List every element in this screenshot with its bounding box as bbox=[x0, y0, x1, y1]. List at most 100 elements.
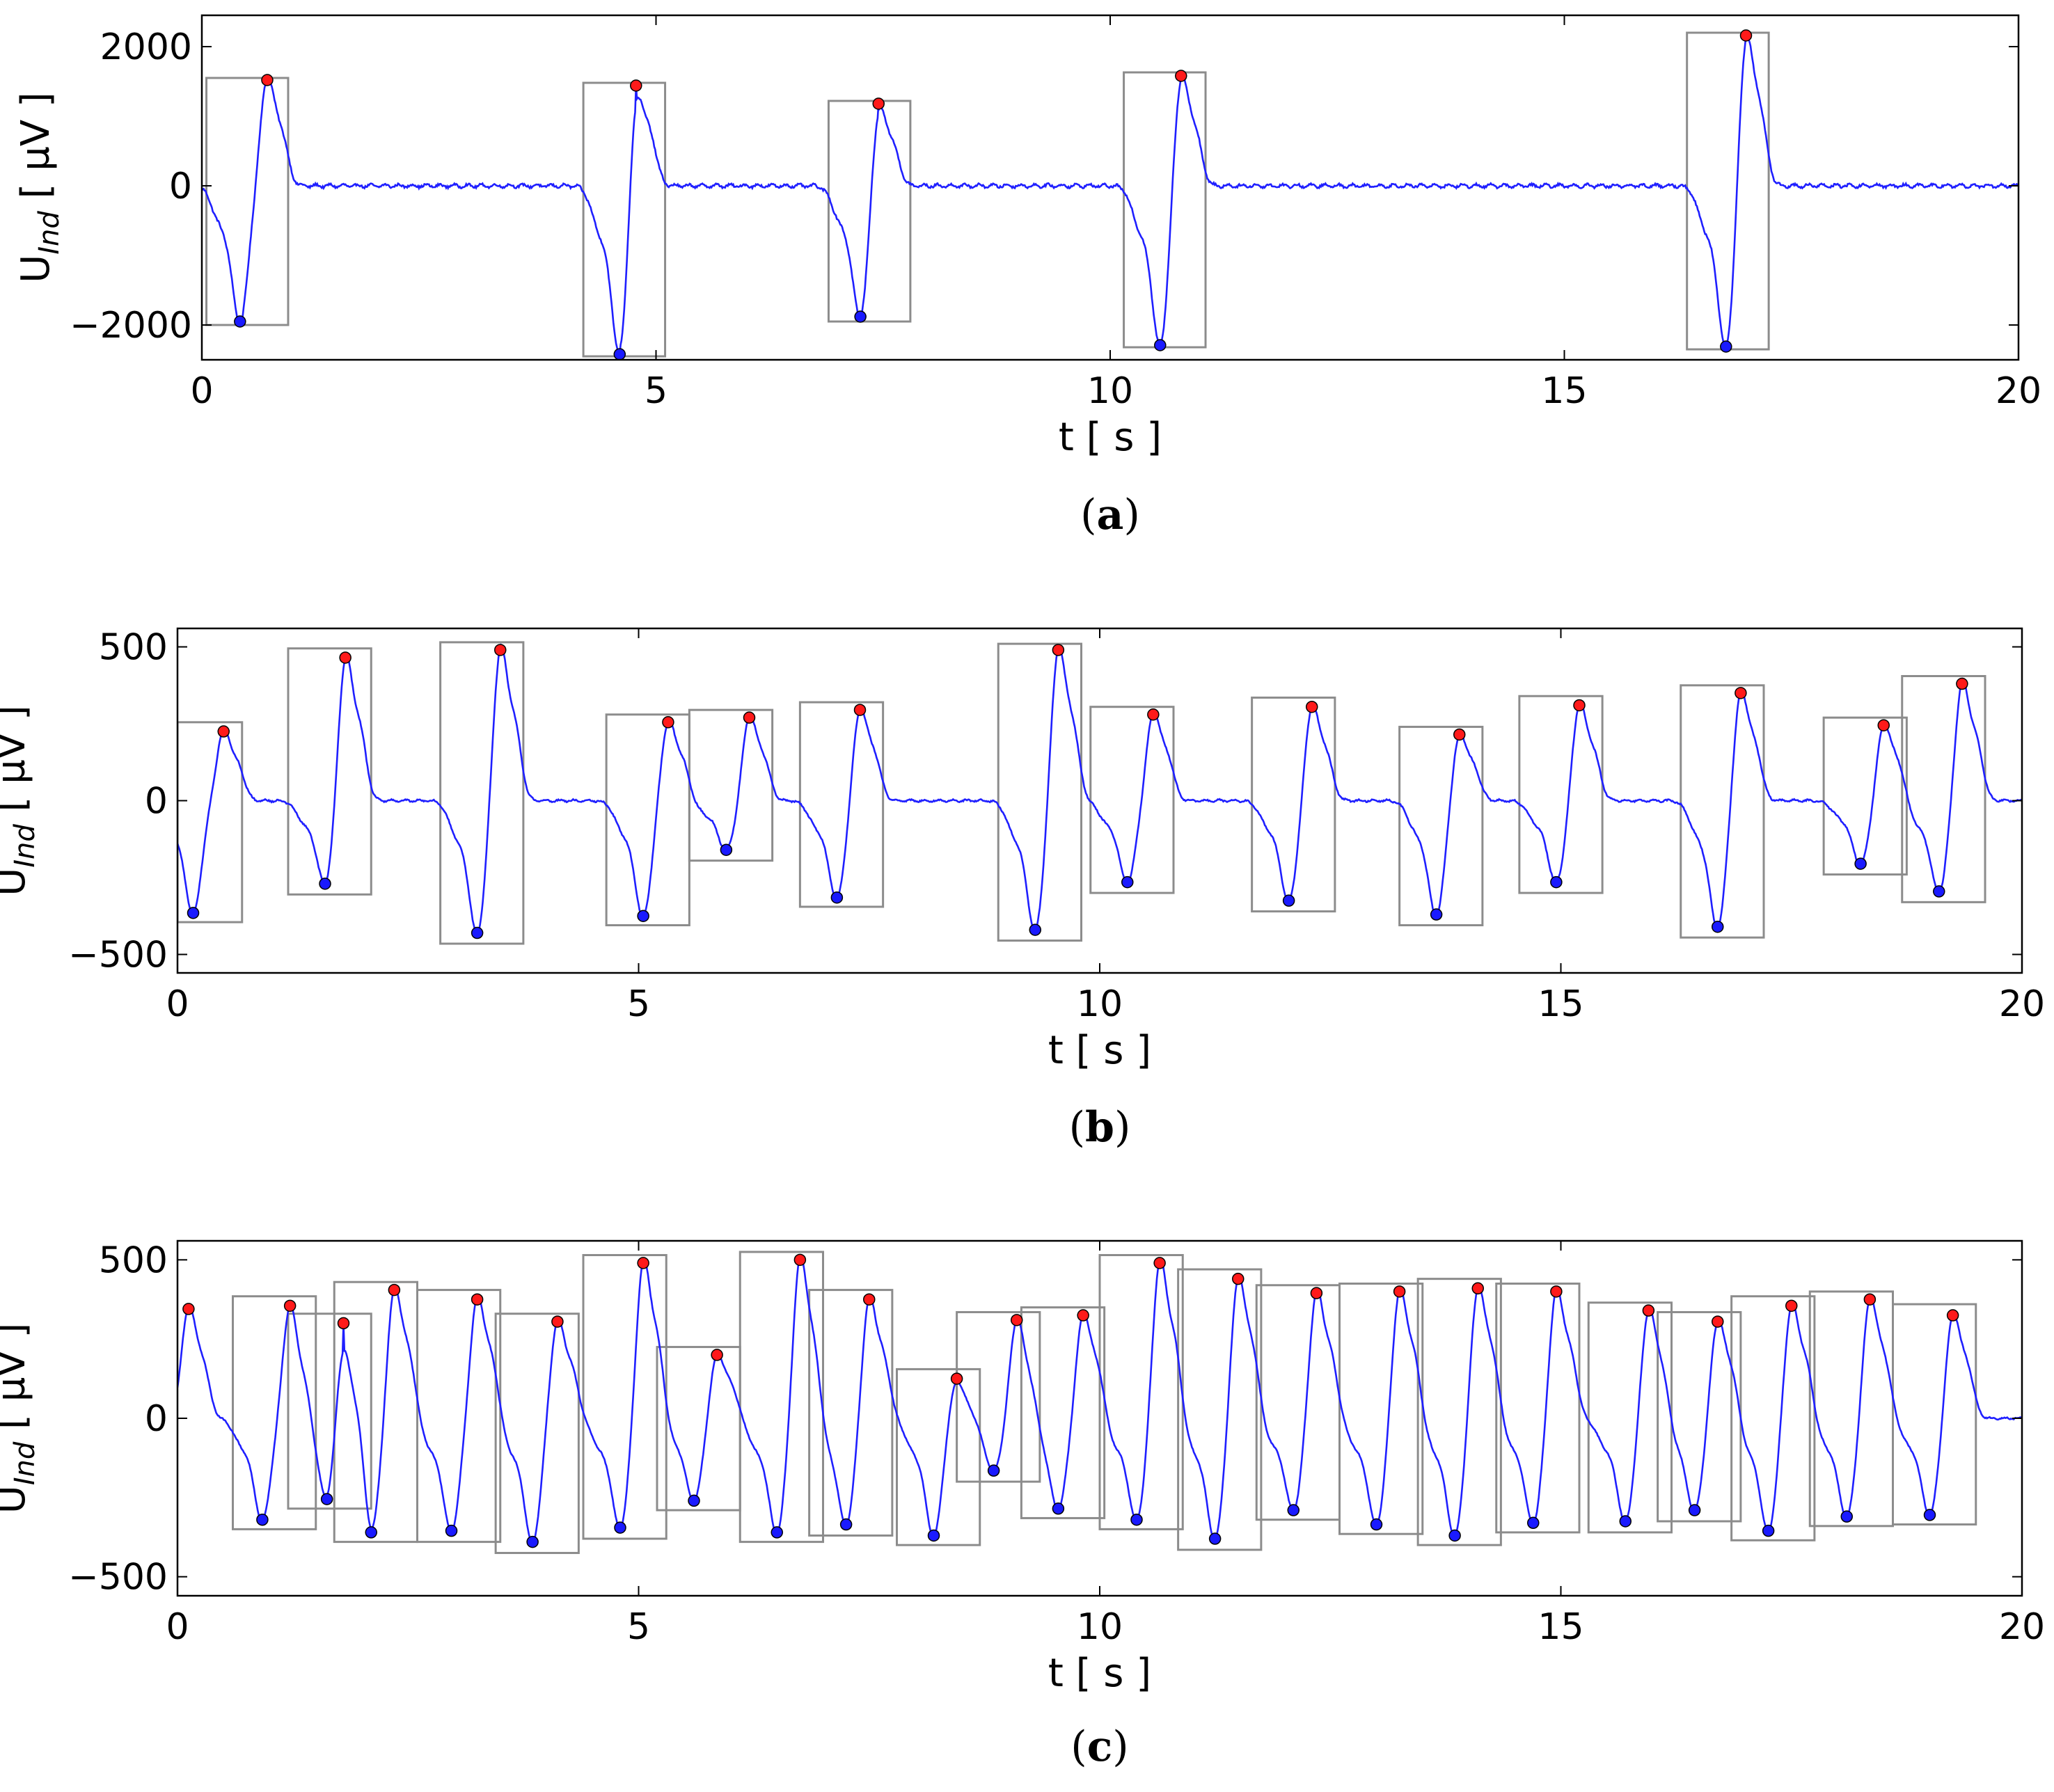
panel-caption: (b) bbox=[1069, 1103, 1131, 1152]
detection-box bbox=[582, 1253, 667, 1540]
x-tick-label: 10 bbox=[1087, 370, 1133, 412]
x-axis-label: t [ s ] bbox=[1048, 1028, 1151, 1073]
max-marker bbox=[182, 1303, 195, 1315]
detection-box bbox=[1901, 675, 1986, 903]
max-marker bbox=[1175, 70, 1187, 82]
min-marker bbox=[1154, 339, 1167, 351]
min-marker bbox=[1923, 1509, 1936, 1521]
min-marker bbox=[1282, 894, 1295, 907]
max-marker bbox=[1011, 1314, 1023, 1326]
max-marker bbox=[1153, 1257, 1166, 1269]
min-marker bbox=[637, 910, 649, 922]
detection-box bbox=[1020, 1306, 1106, 1519]
min-marker bbox=[771, 1526, 783, 1539]
y-tick-label: 0 bbox=[145, 781, 168, 823]
max-marker bbox=[1453, 728, 1466, 741]
min-marker bbox=[1370, 1518, 1383, 1531]
max-marker bbox=[793, 1253, 807, 1267]
max-marker bbox=[1785, 1299, 1798, 1313]
y-tick-label: −500 bbox=[68, 934, 168, 976]
min-marker bbox=[854, 310, 867, 323]
max-marker bbox=[853, 704, 867, 716]
min-marker bbox=[1854, 857, 1867, 870]
min-marker bbox=[839, 1518, 853, 1531]
y-axis-label: UInd [ µV ] bbox=[0, 705, 41, 896]
y-tick-label: 2000 bbox=[100, 26, 192, 68]
min-marker bbox=[187, 907, 200, 919]
min-marker bbox=[1619, 1515, 1632, 1528]
max-marker bbox=[1642, 1304, 1655, 1317]
panel-caption: (c) bbox=[1071, 1722, 1128, 1771]
min-marker bbox=[720, 843, 733, 856]
min-marker bbox=[830, 891, 844, 904]
min-marker bbox=[1933, 885, 1945, 898]
y-tick-label: 0 bbox=[169, 166, 192, 207]
plot-frame bbox=[176, 627, 2023, 974]
min-marker bbox=[1688, 1504, 1701, 1516]
x-tick-label: 5 bbox=[627, 983, 650, 1025]
min-marker bbox=[365, 1526, 377, 1539]
detection-box bbox=[1808, 1290, 1894, 1528]
detection-box bbox=[1098, 1253, 1184, 1530]
detection-box bbox=[287, 647, 372, 896]
y-axis-label: UInd [ µV ] bbox=[0, 1323, 41, 1514]
max-marker bbox=[1863, 1293, 1877, 1306]
x-tick-label: 20 bbox=[1999, 983, 2045, 1025]
max-marker bbox=[1310, 1287, 1323, 1299]
max-marker bbox=[743, 711, 756, 724]
detection-box bbox=[1518, 695, 1604, 894]
max-marker bbox=[1306, 700, 1318, 713]
panel-a: 0 5 10 15 20 2000 0 −2000 t [ s ] UInd [ µV ] (a) bbox=[13, 14, 2041, 539]
x-tick-label: 20 bbox=[1996, 370, 2041, 412]
max-marker bbox=[1946, 1309, 1959, 1322]
max-marker bbox=[217, 725, 230, 738]
max-marker bbox=[337, 1317, 350, 1330]
y-tick-label: 500 bbox=[99, 1239, 168, 1281]
max-marker bbox=[1877, 719, 1890, 731]
y-tick-label: 500 bbox=[99, 627, 168, 669]
min-marker bbox=[1029, 923, 1041, 936]
detection-box bbox=[205, 77, 290, 326]
max-marker bbox=[950, 1372, 963, 1385]
y-tick-label: −2000 bbox=[70, 305, 192, 347]
detection-box bbox=[738, 1251, 824, 1544]
max-marker bbox=[1735, 687, 1747, 699]
max-marker bbox=[261, 74, 274, 86]
min-marker bbox=[1430, 908, 1443, 921]
min-marker bbox=[471, 926, 484, 939]
x-axis-label: t [ s ] bbox=[1048, 1651, 1151, 1696]
max-marker bbox=[1712, 1315, 1724, 1328]
max-marker bbox=[662, 716, 674, 729]
detection-box bbox=[1892, 1303, 1977, 1526]
detection-box bbox=[808, 1289, 894, 1537]
y-tick-label: −500 bbox=[68, 1557, 168, 1599]
detection-box bbox=[997, 642, 1082, 942]
min-marker bbox=[256, 1513, 269, 1526]
x-tick-label: 0 bbox=[166, 1606, 189, 1648]
min-marker bbox=[320, 1493, 333, 1505]
plot-area bbox=[202, 29, 2019, 360]
y-axis-label: UInd [ µV ] bbox=[13, 92, 65, 283]
min-marker bbox=[987, 1464, 1000, 1477]
min-marker bbox=[1762, 1524, 1775, 1537]
min-marker bbox=[445, 1524, 458, 1537]
min-marker bbox=[688, 1494, 700, 1507]
min-marker bbox=[526, 1535, 539, 1548]
detection-box bbox=[232, 1295, 317, 1530]
x-tick-label: 20 bbox=[1999, 1606, 2045, 1648]
min-marker bbox=[319, 878, 331, 890]
x-axis-label: t [ s ] bbox=[1059, 415, 1162, 460]
min-marker bbox=[1550, 875, 1563, 889]
detection-box bbox=[287, 1313, 372, 1510]
detection-box bbox=[1730, 1295, 1816, 1541]
plot-area bbox=[177, 641, 2022, 945]
signal-line bbox=[177, 1254, 2022, 1544]
detection-box bbox=[1123, 71, 1207, 349]
signal-line bbox=[177, 642, 2022, 934]
max-marker bbox=[551, 1315, 564, 1328]
min-marker bbox=[1527, 1516, 1540, 1530]
max-marker bbox=[1052, 644, 1065, 656]
max-marker bbox=[863, 1293, 876, 1306]
detection-box bbox=[1338, 1282, 1424, 1535]
max-marker bbox=[1956, 677, 1968, 690]
